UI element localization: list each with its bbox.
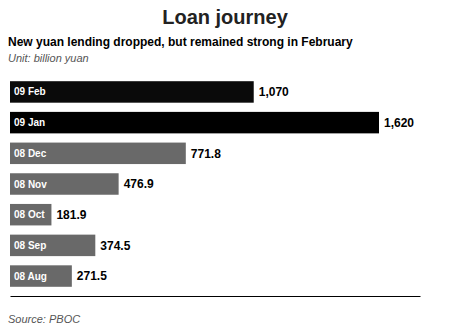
data-label: 374.5 xyxy=(100,239,130,253)
category-label: 09 Jan xyxy=(14,117,45,128)
category-labels: 09 Feb 09 Jan 08 Dec 08 Nov 08 Oct 08 Sep 08 A… xyxy=(14,86,47,281)
data-label: 476.9 xyxy=(124,177,154,191)
bar xyxy=(10,204,51,225)
category-label: 08 Aug xyxy=(14,271,47,282)
bar xyxy=(10,173,119,194)
x-axis xyxy=(11,296,421,297)
annotation: Unit: billion yuan xyxy=(8,52,89,64)
subtitle: New yuan lending dropped, but remained s… xyxy=(8,35,353,49)
title: Loan journey xyxy=(162,6,288,28)
data-label: 1,620 xyxy=(384,116,414,130)
category-label: 08 Dec xyxy=(14,148,47,159)
bars xyxy=(10,81,379,287)
bar xyxy=(10,265,72,286)
bar xyxy=(10,235,95,256)
plot: 09 Feb 09 Jan 08 Dec 08 Nov 08 Oct 08 Sep 08 A… xyxy=(10,81,421,296)
bar xyxy=(10,81,254,102)
annotation: Source: PBOC xyxy=(8,313,80,325)
data-label: 771.8 xyxy=(191,147,221,161)
category-label: 09 Feb xyxy=(14,86,46,97)
data-label: 181.9 xyxy=(56,208,86,222)
axis-line xyxy=(11,296,421,297)
category-label: 08 Nov xyxy=(14,179,47,190)
bar xyxy=(10,112,379,133)
category-label: 08 Sep xyxy=(14,240,46,251)
category-label: 08 Oct xyxy=(14,209,45,220)
data-label: 1,070 xyxy=(259,85,289,99)
data-label: 271.5 xyxy=(77,269,107,283)
chart: Loan journey New yuan lending dropped, bu… xyxy=(0,0,450,331)
data-labels: 1,070 1,620 771.8 476.9 181.9 374.5 271.5 xyxy=(56,85,414,283)
bar xyxy=(10,143,186,164)
